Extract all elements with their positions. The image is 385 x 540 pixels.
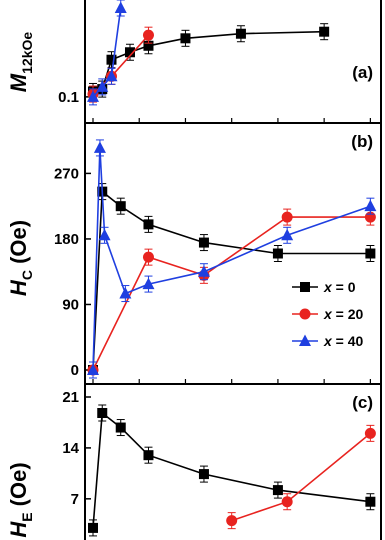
panel-b: 0 90 180 270 (b) HC (Oe) x = 0 x = 20 x = 40 <box>6 122 382 385</box>
panel-c-frame <box>84 383 382 540</box>
legend-label: x = 0 <box>323 279 356 295</box>
panel-c-point <box>364 427 376 439</box>
panel-a-point <box>142 29 154 41</box>
panel-a-series-group <box>87 0 330 106</box>
panel-b-point <box>364 199 377 212</box>
panel-b-ytick-label: 180 <box>54 231 79 248</box>
legend-marker <box>299 308 311 320</box>
panel-b-point <box>143 219 154 230</box>
panel-b-series-line <box>92 147 371 371</box>
panel-b-point <box>281 228 294 241</box>
panel-c-point <box>97 408 108 418</box>
panel-a-point <box>114 1 127 13</box>
panel-b-point <box>197 265 210 277</box>
panel-a-ytick-label: 0.1 <box>58 89 79 106</box>
panel-b-tag: (b) <box>351 132 373 151</box>
legend-marker <box>300 282 310 292</box>
panel-b-ytick-label: 0 <box>71 362 79 379</box>
panel-b-point <box>272 248 283 259</box>
legend-label: x = 40 <box>323 333 364 349</box>
panel-a-series-line <box>92 30 325 93</box>
panel-c-ylabel: HE (Oe) <box>6 462 35 537</box>
panel-b-ylabel: HC (Oe) <box>6 220 35 296</box>
panel-a: 0.1 (a) M12kOe <box>6 0 382 124</box>
panel-b-point <box>98 228 111 241</box>
panel-a-point <box>319 26 330 37</box>
panel-c-tag: (c) <box>352 393 373 412</box>
panel-b-point <box>198 237 209 248</box>
panel-a-series-line <box>92 7 122 98</box>
panel-b-point <box>142 251 154 263</box>
panel-c-point <box>88 522 98 533</box>
panel-a-ylabel: M12kOe <box>6 32 35 93</box>
panel-b-ytick-label: 90 <box>62 296 79 313</box>
panel-b-point <box>115 201 126 212</box>
panel-b-series-group <box>87 139 377 379</box>
panel-c-point <box>281 496 293 508</box>
panel-c-point <box>115 422 126 433</box>
panel-a-point <box>235 28 246 39</box>
panel-b-point <box>87 363 99 375</box>
panel-b-point <box>281 211 293 223</box>
panel-c-point <box>198 469 209 480</box>
panel-a-tag: (a) <box>352 63 373 82</box>
panel-a-point <box>180 33 191 44</box>
panel-c-point <box>143 450 154 461</box>
panel-a-point <box>87 90 99 102</box>
panel-c-point <box>226 515 238 527</box>
panel-b-point <box>119 287 132 299</box>
panel-a-point <box>96 80 109 92</box>
panel-b-point <box>93 141 106 153</box>
panel-c-ytick-label: 21 <box>62 389 79 406</box>
legend-marker <box>299 334 311 346</box>
panel-a-point <box>105 69 118 82</box>
panel-c-ytick-label: 7 <box>71 491 79 508</box>
panel-a-point <box>124 47 135 58</box>
panel-c-series-line <box>231 432 371 522</box>
panel-c: 7 14 21 (c) HE (Oe) <box>6 383 382 540</box>
panel-a-point <box>106 54 117 65</box>
panel-b-ytick-label: 270 <box>54 165 79 182</box>
panel-b-point <box>365 248 376 259</box>
panel-a-frame <box>84 0 382 124</box>
panel-c-point <box>365 496 376 507</box>
panel-c-point <box>272 485 283 496</box>
legend-label: x = 20 <box>323 306 364 322</box>
panel-b-point <box>142 277 155 290</box>
panel-c-series-line <box>92 411 371 528</box>
legend: x = 0 x = 20 x = 40 <box>292 279 364 349</box>
panel-c-series-group <box>88 404 376 537</box>
panel-c-ytick-label: 14 <box>62 440 79 457</box>
panel-a-point <box>143 40 154 51</box>
